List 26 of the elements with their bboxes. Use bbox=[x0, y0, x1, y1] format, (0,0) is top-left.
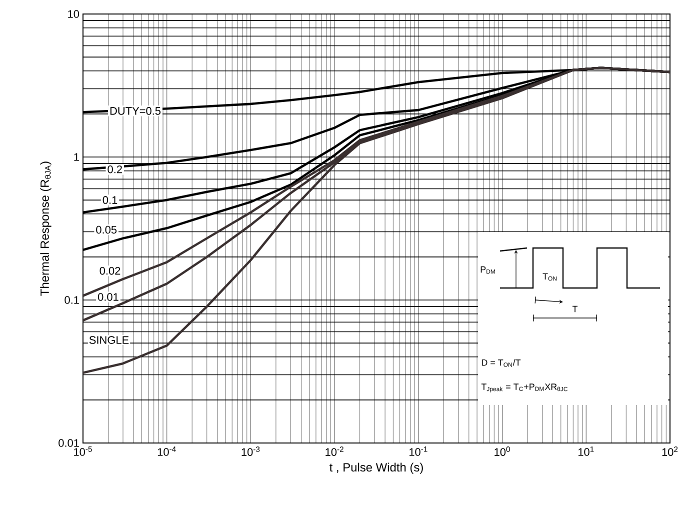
annotation: 0.01 bbox=[98, 293, 118, 301]
annotation: T$_{Jpeak}$ = T$_{C}$+P$_{DM}$XR$_{θJC}$ bbox=[481, 384, 568, 392]
y-tick-label: 0.01 bbox=[58, 439, 79, 447]
x-tick-label: 10$^{0}$ bbox=[494, 446, 510, 456]
y-tick-label: 10 bbox=[68, 10, 80, 18]
annotation: 0.1 bbox=[102, 196, 118, 204]
x-tick-label: 10$^{-5}$ bbox=[74, 446, 92, 456]
annotation: T$_{ON}$ bbox=[542, 273, 556, 281]
y-axis-title: Thermal Response (R$_{θJA}$) bbox=[40, 162, 52, 296]
annotation: DUTY=0.5 bbox=[110, 107, 161, 115]
x-tick-label: 10$^{-3}$ bbox=[242, 446, 260, 456]
annotation: 0.05 bbox=[96, 226, 117, 234]
annotation: SINGLE bbox=[89, 336, 129, 344]
x-tick-label: 10$^{2}$ bbox=[662, 446, 678, 456]
x-tick-label: 10$^{-4}$ bbox=[158, 446, 176, 456]
x-tick-label: 10$^{1}$ bbox=[578, 446, 594, 456]
annotation: D = T$_{ON}$/T bbox=[482, 359, 521, 367]
annotation: P$_{DM}$ bbox=[480, 266, 495, 274]
x-tick-label: 10$^{-1}$ bbox=[409, 446, 428, 456]
annotation: T bbox=[572, 306, 578, 312]
x-axis-title: t , Pulse Width (s) bbox=[330, 462, 423, 474]
annotation: 0.2 bbox=[108, 165, 122, 174]
x-tick-label: 10$^{-2}$ bbox=[326, 446, 344, 456]
y-tick-label: 1 bbox=[74, 153, 79, 161]
annotation: 0.02 bbox=[100, 266, 120, 275]
y-tick-label: 0.1 bbox=[64, 296, 79, 304]
